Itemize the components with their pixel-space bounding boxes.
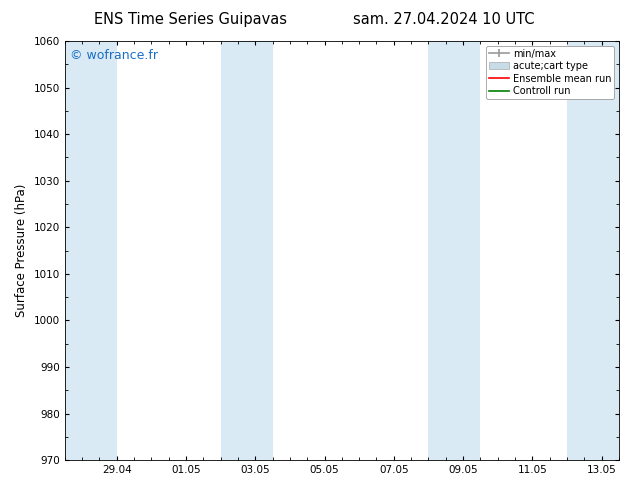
- Bar: [221, 41, 273, 460]
- Text: © wofrance.fr: © wofrance.fr: [70, 49, 158, 62]
- Text: ENS Time Series Guipavas: ENS Time Series Guipavas: [94, 12, 287, 27]
- Bar: [429, 41, 481, 460]
- Legend: min/max, acute;cart type, Ensemble mean run, Controll run: min/max, acute;cart type, Ensemble mean …: [486, 46, 614, 99]
- Text: sam. 27.04.2024 10 UTC: sam. 27.04.2024 10 UTC: [353, 12, 534, 27]
- Bar: [65, 41, 117, 460]
- Y-axis label: Surface Pressure (hPa): Surface Pressure (hPa): [15, 184, 28, 318]
- Bar: [567, 41, 619, 460]
